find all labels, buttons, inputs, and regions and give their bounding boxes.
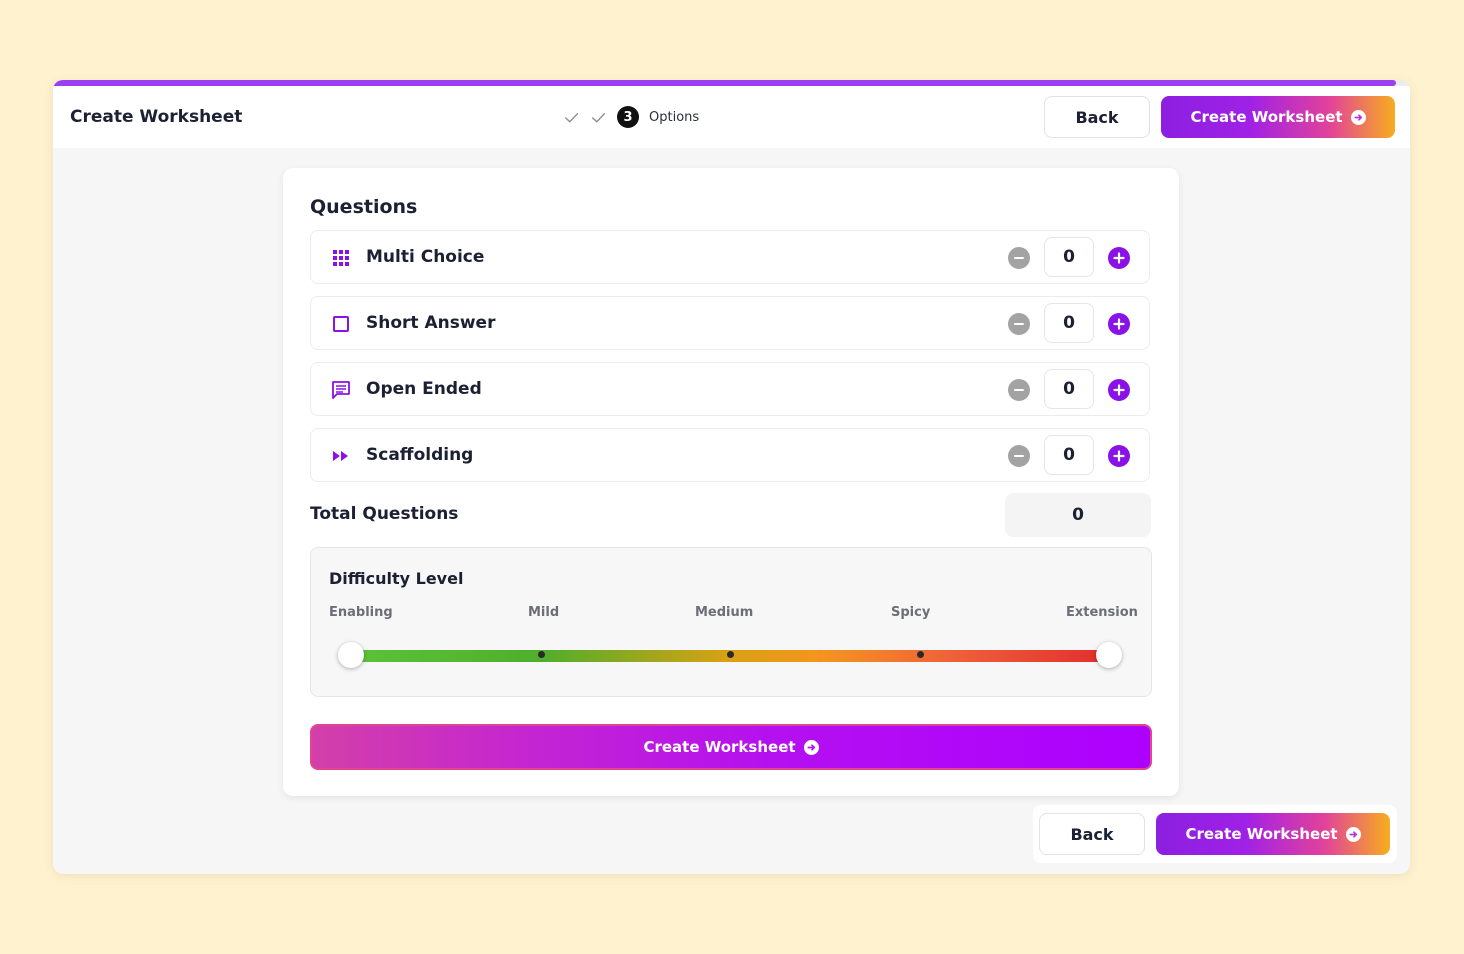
plus-icon [1113,450,1125,462]
decrement-button[interactable] [1008,445,1030,467]
page-title: Create Worksheet [70,107,243,127]
difficulty-label-medium: Medium [695,605,754,620]
progress-fill [53,80,1397,86]
decrement-button[interactable] [1008,379,1030,401]
slider-tick-medium [727,651,734,658]
question-type-row-multi-choice: Multi Choice [310,230,1150,284]
slider-tick-mild [538,651,545,658]
step-label: Options [649,109,700,125]
step-number-badge: 3 [617,106,639,128]
plus-icon [1113,384,1125,396]
header-bar: Create Worksheet 3 Options Back Create W… [53,86,1410,148]
decrement-button[interactable] [1008,313,1030,335]
increment-button[interactable] [1108,379,1130,401]
arrow-right-icon [1345,826,1361,842]
difficulty-level-title: Difficulty Level [329,569,464,588]
grid-dots-icon [333,250,349,266]
question-type-label: Scaffolding [366,445,474,465]
create-worksheet-button[interactable]: Create Worksheet [1161,96,1395,138]
plus-icon [1113,318,1125,330]
square-outline-icon [333,316,349,332]
difficulty-label-spicy: Spicy [891,605,931,620]
decrement-button[interactable] [1008,247,1030,269]
stepper: 3 Options [563,106,699,128]
create-worksheet-label: Create Worksheet [1185,825,1338,843]
question-count-input[interactable] [1044,369,1094,409]
progress-bar [53,80,1410,86]
question-type-label: Multi Choice [366,247,485,267]
difficulty-max-handle[interactable] [1096,642,1122,668]
options-panel: Questions Multi Choice Short Answer [283,168,1179,796]
question-count-input[interactable] [1044,435,1094,475]
increment-button[interactable] [1108,247,1130,269]
increment-button[interactable] [1108,313,1130,335]
questions-heading: Questions [310,196,418,218]
difficulty-min-handle[interactable] [338,642,364,668]
panel-create-worksheet-button[interactable]: Create Worksheet [310,724,1152,770]
arrow-right-icon [1350,109,1366,125]
difficulty-level-card: Difficulty Level Enabling Mild Medium Sp… [310,547,1152,697]
question-count-input[interactable] [1044,237,1094,277]
question-type-row-open-ended: Open Ended [310,362,1150,416]
question-type-row-scaffolding: Scaffolding [310,428,1150,482]
step-1-check-icon [564,112,579,122]
create-worksheet-label: Create Worksheet [643,738,796,756]
footer-create-worksheet-button[interactable]: Create Worksheet [1156,813,1390,855]
step-2-check-icon [591,112,606,122]
question-type-label: Open Ended [366,379,482,399]
question-count-input[interactable] [1044,303,1094,343]
difficulty-label-mild: Mild [528,605,560,620]
back-button[interactable]: Back [1044,96,1150,138]
total-questions-label: Total Questions [310,504,459,524]
increment-button[interactable] [1108,445,1130,467]
difficulty-label-extension: Extension [1066,605,1138,620]
footer-back-button[interactable]: Back [1039,813,1145,855]
plus-icon [1113,252,1125,264]
question-type-row-short-answer: Short Answer [310,296,1150,350]
total-questions-value: 0 [1005,493,1151,537]
question-type-label: Short Answer [366,313,496,333]
arrow-right-icon [803,739,819,755]
difficulty-label-enabling: Enabling [329,605,393,620]
fast-forward-icon [333,451,348,461]
create-worksheet-label: Create Worksheet [1190,108,1343,126]
slider-tick-spicy [917,651,924,658]
worksheet-window: Create Worksheet 3 Options Back Create W… [53,80,1410,874]
chat-bubble-icon [332,381,350,399]
